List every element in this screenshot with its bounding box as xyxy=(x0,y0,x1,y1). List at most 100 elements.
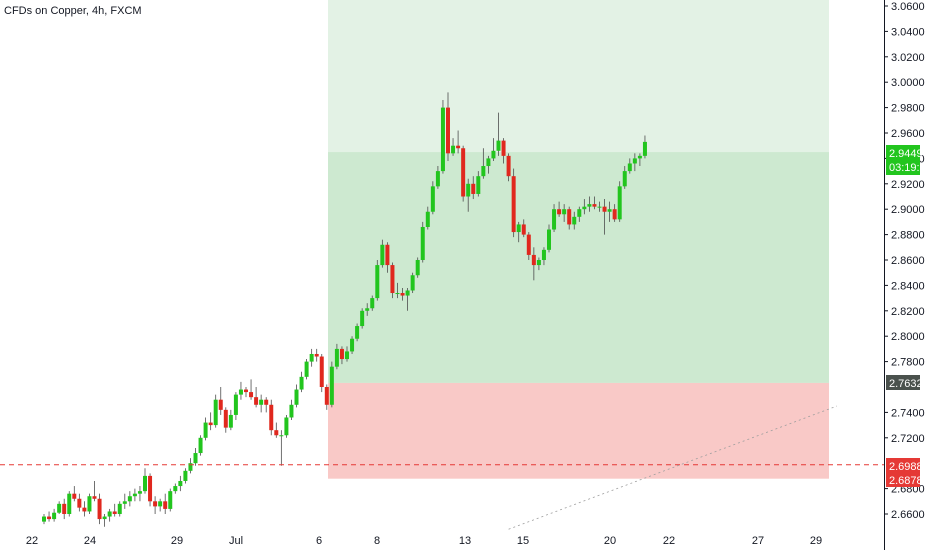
candle-up xyxy=(259,399,264,405)
candle-down xyxy=(612,209,617,220)
candle-down xyxy=(339,348,344,360)
candle-down xyxy=(511,176,516,233)
candle-up xyxy=(334,348,339,367)
candle-up xyxy=(380,244,385,266)
candle-up xyxy=(122,501,127,504)
candle-up xyxy=(481,166,486,177)
candle-up xyxy=(642,141,647,156)
candle-up xyxy=(158,501,163,507)
candle-down xyxy=(148,475,153,502)
candle-up xyxy=(430,186,435,212)
candle-up xyxy=(415,260,420,276)
candle-up xyxy=(440,107,445,172)
candle-down xyxy=(274,430,279,436)
candle-down xyxy=(602,206,607,212)
candle-up xyxy=(67,493,72,514)
candle-up xyxy=(425,211,430,227)
candle-up xyxy=(547,229,551,250)
time-tick-label: 20 xyxy=(604,535,616,547)
long-position-tool[interactable] xyxy=(328,0,829,479)
candle-down xyxy=(461,148,466,197)
candle-up xyxy=(193,453,198,464)
candle-up xyxy=(562,209,567,215)
candle-up xyxy=(102,516,107,520)
candle-up xyxy=(228,414,233,428)
price-tick-label: 3.0600 xyxy=(891,1,925,13)
time-tick-label: 22 xyxy=(26,535,38,547)
stop-loss-zone xyxy=(328,382,829,479)
price-tick-label: 2.8000 xyxy=(891,331,925,343)
candle-up xyxy=(410,275,415,291)
candle-up xyxy=(87,496,92,512)
candle-down xyxy=(501,140,506,156)
time-tick-label: 27 xyxy=(752,535,764,547)
price-tick-label: 2.9600 xyxy=(891,128,925,140)
candle-up xyxy=(52,512,57,520)
candle-down xyxy=(62,503,67,514)
candle-up xyxy=(294,389,299,405)
time-tick-label: 13 xyxy=(459,535,471,547)
candle-up xyxy=(198,437,203,454)
candle-up xyxy=(572,216,577,225)
price-axis[interactable]: 3.0600 3.0400 3.0200 3.0000 2.9800 2.9600 2.94… xyxy=(884,1,925,521)
candle-up xyxy=(627,163,632,172)
candle-up xyxy=(279,435,284,437)
candle-up xyxy=(476,176,481,194)
trend-line xyxy=(508,405,837,530)
candle-up xyxy=(496,140,501,151)
candle-up xyxy=(107,511,112,517)
price-tick-label: 2.7800 xyxy=(891,357,925,369)
candle-up xyxy=(552,209,557,230)
stop-line-tag xyxy=(886,458,920,473)
candle-down xyxy=(92,496,97,499)
candle-up xyxy=(577,209,582,217)
candle-up xyxy=(329,366,334,405)
price-tick-label: 2.9000 xyxy=(891,204,925,216)
candle-up xyxy=(622,171,627,187)
price-axis-tags: 2.9449 03:19:17 2.7632 2.6988 2.6878 xyxy=(886,145,932,487)
candle-up xyxy=(451,145,456,154)
candle-up xyxy=(345,351,349,360)
candle-up xyxy=(57,503,62,513)
candle-up xyxy=(213,399,218,426)
time-axis[interactable]: 22 24 29 Jul 6 8 13 15 20 22 27 29 xyxy=(26,535,822,547)
candle-up xyxy=(405,290,410,296)
candle-down xyxy=(314,353,319,357)
candle-down xyxy=(269,404,274,431)
candle-up xyxy=(137,491,142,494)
candle-up xyxy=(143,475,147,492)
candle-up xyxy=(597,206,602,208)
candle-down xyxy=(521,224,526,235)
candle-up xyxy=(304,361,309,377)
candle-up xyxy=(582,206,587,210)
time-tick-label: 22 xyxy=(663,535,675,547)
candle-up xyxy=(233,394,238,415)
entry-price-label: 2.7632 xyxy=(889,378,923,390)
time-tick-label: 6 xyxy=(316,535,322,547)
candle-down xyxy=(557,209,562,215)
candle-up xyxy=(238,389,243,395)
candle-up xyxy=(132,493,137,497)
candle-up xyxy=(491,150,496,159)
price-tick-label: 3.0200 xyxy=(891,52,925,64)
price-tick-label: 3.0000 xyxy=(891,77,925,89)
candle-up xyxy=(536,260,541,266)
candle-up xyxy=(284,417,289,436)
candle-up xyxy=(632,158,637,164)
candle-down xyxy=(264,399,269,405)
time-tick-label: 8 xyxy=(374,535,380,547)
candle-up xyxy=(168,491,173,509)
last-price-tag xyxy=(886,145,920,175)
candle-down xyxy=(592,204,597,207)
time-tick-label: 15 xyxy=(517,535,529,547)
bar-countdown-label: 03:19:17 xyxy=(889,162,932,174)
candle-down xyxy=(112,511,117,514)
stop-line-label: 2.6988 xyxy=(889,461,923,473)
candle-up xyxy=(127,496,132,502)
candle-up xyxy=(355,326,360,339)
candle-down xyxy=(153,501,158,507)
candle-down xyxy=(47,516,52,520)
candle-down xyxy=(526,234,531,255)
candle-up xyxy=(309,353,314,362)
